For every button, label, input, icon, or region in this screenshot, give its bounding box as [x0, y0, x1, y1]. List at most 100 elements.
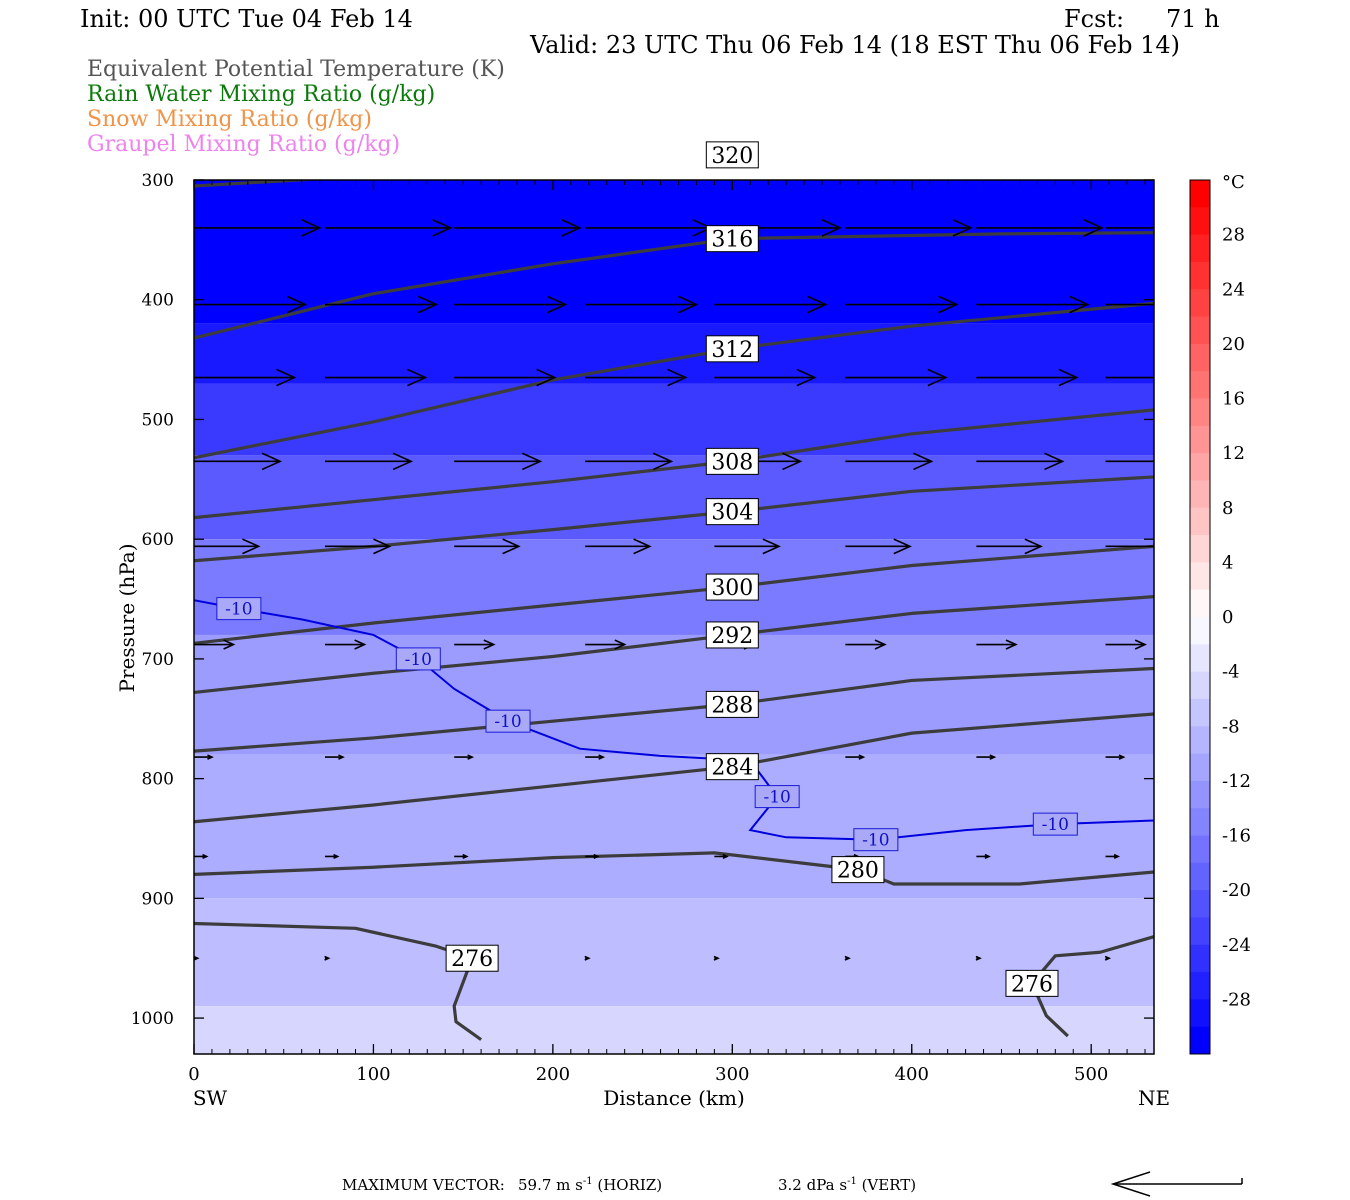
- theta-e-contour-line: [194, 666, 1154, 753]
- wind-vector: [976, 538, 1043, 555]
- temperature-label-box: [216, 597, 262, 621]
- y-tick-label: 800: [142, 770, 174, 790]
- colorbar-segment: [1190, 234, 1210, 263]
- colorbar-tick-label: -4: [1222, 662, 1240, 683]
- wind-vector-head: [713, 955, 720, 961]
- colorbar-tick-label: 0: [1222, 607, 1233, 628]
- theta-e-contour-label: 288: [705, 690, 759, 718]
- x-axis-title: Distance (km): [603, 1086, 745, 1110]
- wind-vector-head: [927, 368, 948, 387]
- wind-vector: [1105, 853, 1121, 859]
- wind-vector: [714, 368, 817, 387]
- wind-vectors: [194, 219, 1154, 961]
- horizontal-exponent: -1: [582, 1176, 593, 1187]
- temperature-contour-label: -10: [395, 647, 441, 671]
- x-tick-label: 0: [188, 1064, 199, 1085]
- temperature-label-text: -10: [494, 712, 521, 732]
- temperature-label-box: [485, 709, 531, 733]
- theta-e-contour-label: 320: [705, 141, 759, 169]
- wind-vector-head: [502, 538, 521, 555]
- wind-vector: [585, 853, 600, 859]
- x-axis: 0 100 200 300 400 500: [188, 180, 1146, 1085]
- colorbar-segment: [1190, 944, 1210, 973]
- colorbar-segment: [1190, 808, 1210, 836]
- colorbar-segment: [1190, 562, 1210, 591]
- temperature-contour-label: -10: [754, 785, 800, 809]
- temperature-label-box: [395, 647, 441, 671]
- wind-vector-head: [407, 368, 428, 387]
- wind-vector: [845, 452, 934, 471]
- temperature-contour-label: -10: [216, 597, 262, 621]
- wind-vector: [1105, 754, 1126, 760]
- y-tick-label: 600: [142, 530, 174, 550]
- x-tick-label: 200: [536, 1064, 570, 1085]
- theta-e-contour-line: [194, 301, 1154, 460]
- y-axis-title: Pressure (hPa): [115, 544, 139, 693]
- wind-vector-head: [301, 219, 322, 237]
- theta-e-label-box: [705, 498, 759, 526]
- init-time: Init: 00 UTC Tue 04 Feb 14: [80, 5, 413, 33]
- temperature-label-text: -10: [1042, 815, 1069, 835]
- wind-vector-head: [858, 754, 866, 760]
- wind-vector: [1104, 955, 1112, 961]
- theta-e-label-box: [705, 225, 759, 253]
- theta-e-label-box: [705, 447, 759, 475]
- theta-e-label-text: 320: [711, 144, 753, 169]
- forecast-hour: 71 h: [1166, 5, 1220, 33]
- colorbar-tick-label: 20: [1222, 334, 1245, 355]
- y-tick-label: 1000: [131, 1009, 174, 1029]
- wind-vector-head: [417, 295, 439, 314]
- wind-vector-head: [467, 754, 475, 760]
- theta-e-label-box: [705, 573, 759, 601]
- wind-vector: [454, 639, 496, 650]
- theta-e-contour-line: [194, 544, 1154, 645]
- wind-vector: [585, 295, 699, 314]
- wind-vector: [454, 368, 557, 387]
- temperature-label-text: -10: [225, 600, 252, 620]
- colorbar-tick-label: -16: [1222, 826, 1251, 847]
- wind-vector-head: [286, 295, 308, 314]
- theta-e-label-text: 300: [711, 576, 753, 601]
- wind-vector-head: [821, 219, 842, 237]
- colorbar-tick-label: 28: [1222, 225, 1245, 246]
- theta-e-contour-label: 300: [705, 573, 759, 601]
- wind-vector: [454, 853, 469, 859]
- max-vector-label: MAXIMUM VECTOR:: [342, 1176, 505, 1194]
- temperature-contour-line: [194, 599, 1154, 841]
- y-tick-label: 700: [142, 650, 174, 670]
- colorbar-segment: [1190, 398, 1210, 427]
- wind-vector: [194, 853, 209, 859]
- temperature-label-box: [1032, 812, 1078, 836]
- theta-e-label-box: [1005, 969, 1059, 997]
- temperature-contour-label: -10: [1032, 812, 1078, 836]
- max-vector-vertical: 3.2 dPa s-1 (VERT): [778, 1176, 916, 1194]
- theta-e-contour-label: 276: [1005, 969, 1059, 997]
- theta-e-contour-line: [194, 231, 1154, 340]
- colorbar-segment: [1190, 917, 1210, 946]
- wind-vector: [713, 955, 720, 961]
- theta-e-label-text: 308: [711, 450, 753, 475]
- theta-e-contours: [194, 180, 1154, 1041]
- x-axis-right-end-label: NE: [1138, 1086, 1170, 1110]
- theta-e-contour-label: 304: [705, 498, 759, 526]
- colorbar-tick-label: 24: [1222, 279, 1245, 300]
- theta-e-label-box: [705, 335, 759, 363]
- temperature-contour-label: -10: [853, 828, 899, 852]
- colorbar-tick-label: -24: [1222, 935, 1251, 956]
- wind-vector: [844, 955, 851, 961]
- theta-e-contour-label: 316: [705, 225, 759, 253]
- y-tick-label: 400: [142, 291, 174, 311]
- colorbar-segment: [1190, 617, 1210, 645]
- wind-vector-head: [354, 639, 367, 650]
- wind-vector: [324, 955, 331, 961]
- theta-e-contour-line: [194, 595, 1154, 695]
- wind-vector-head: [1153, 539, 1154, 554]
- wind-vector: [976, 295, 1090, 314]
- wind-vector: [714, 295, 828, 314]
- wind-vector: [1105, 227, 1154, 229]
- wind-vector: [324, 368, 428, 387]
- wind-vector-head: [432, 219, 453, 237]
- wind-vector-head: [667, 368, 688, 387]
- temperature-labels: -10 -10 -10 -10 -10 -10: [216, 597, 1078, 852]
